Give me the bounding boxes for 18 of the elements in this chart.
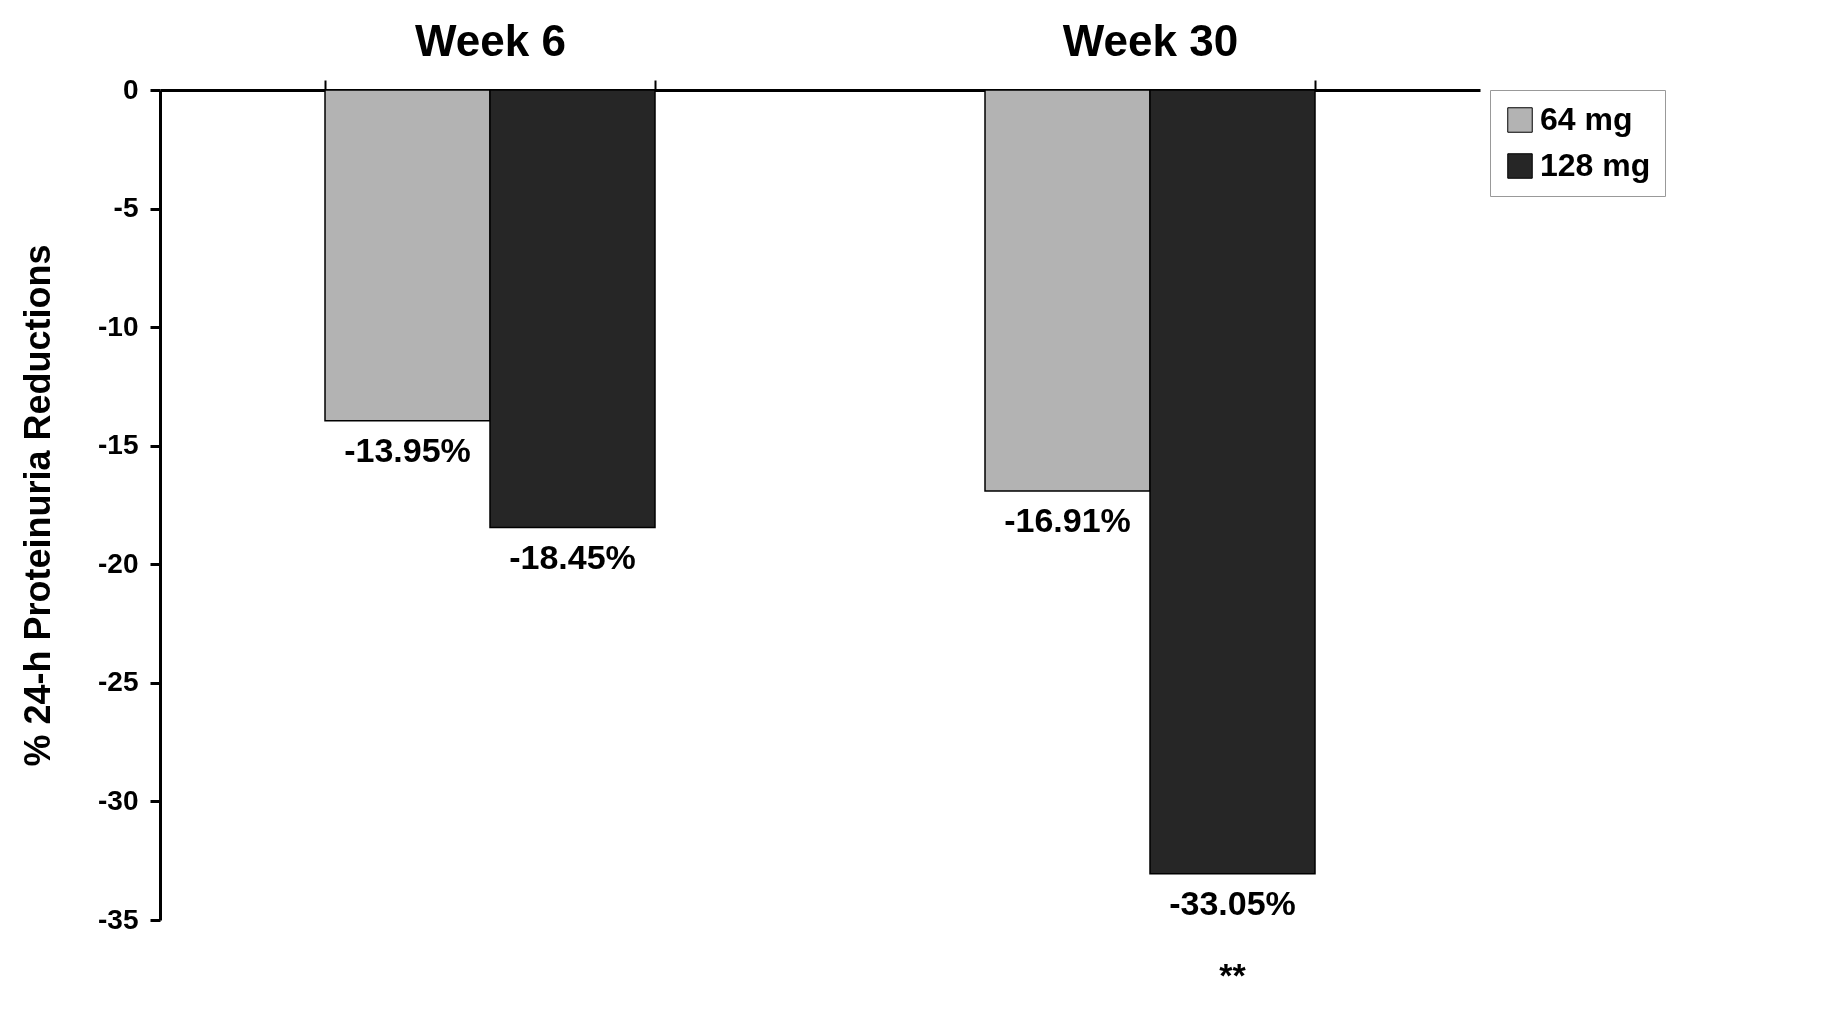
data-label: -13.95% — [344, 430, 471, 469]
x-tick-label: Week 30 — [1062, 15, 1239, 65]
y-tick-label: -20 — [98, 547, 139, 579]
x-tick-label: Week 6 — [415, 15, 566, 65]
y-tick-label: 0 — [122, 73, 139, 105]
data-label: -16.91% — [1004, 501, 1131, 540]
y-tick-label: -25 — [98, 666, 139, 698]
y-tick-label: -5 — [113, 192, 139, 224]
data-label: -18.45% — [509, 537, 636, 576]
y-tick-label: -10 — [98, 310, 139, 342]
y-tick-label: -35 — [98, 903, 139, 935]
legend-label: 64 mg — [1540, 101, 1633, 137]
y-tick-label: -15 — [98, 429, 139, 461]
y-axis-title: % 24-h Proteinuria Reductions — [17, 244, 59, 767]
data-label: -33.05% — [1169, 883, 1296, 922]
y-tick-label: -30 — [98, 784, 139, 816]
text: ** — [1219, 956, 1247, 994]
legend-label: 128 mg — [1540, 147, 1651, 183]
